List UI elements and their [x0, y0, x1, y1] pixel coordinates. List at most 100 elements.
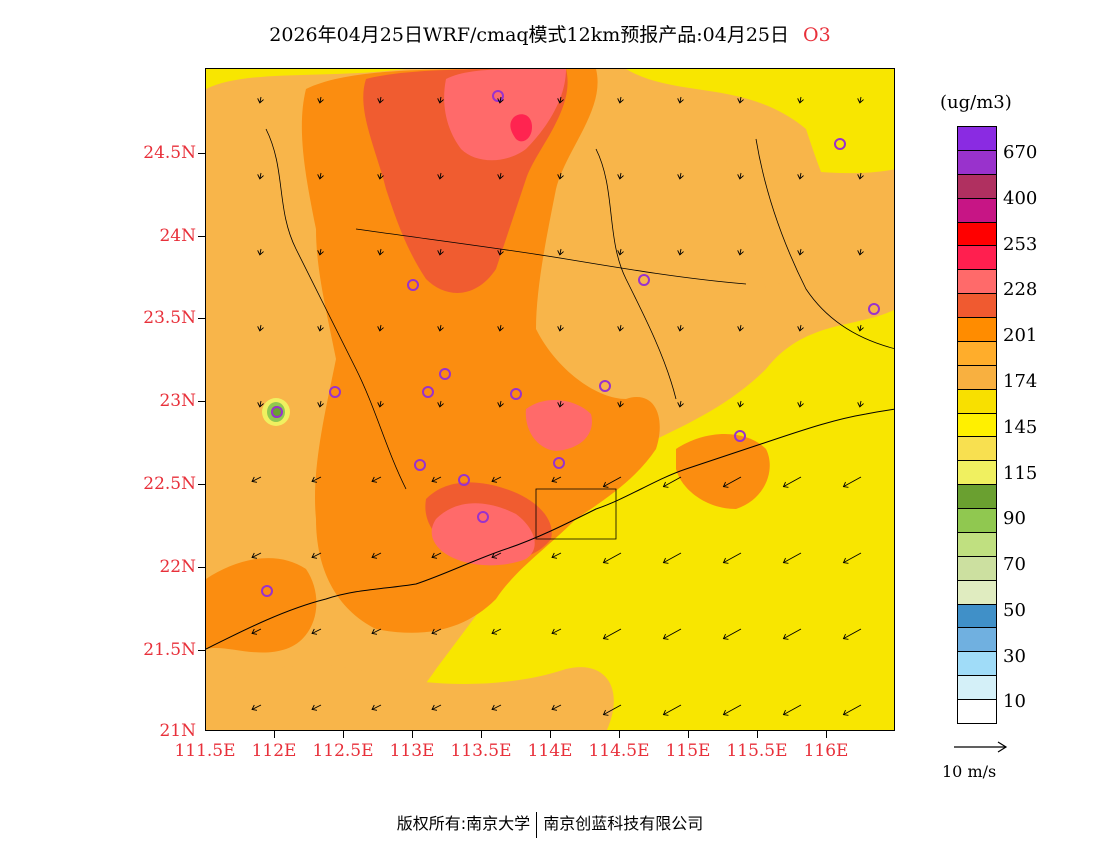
station-marker[interactable] [458, 474, 470, 486]
legend-label: 400 [1003, 188, 1038, 209]
legend-swatch [958, 628, 996, 653]
wind-arrow-head [857, 250, 864, 256]
legend-swatch [958, 461, 996, 486]
legend-swatch [958, 318, 996, 342]
boundary-central [595, 148, 677, 400]
wind-arrow-head [602, 557, 609, 564]
wind-arrow [739, 400, 742, 407]
wind-arrow [259, 96, 262, 103]
wind-arrow-head [797, 174, 804, 180]
station-marker[interactable] [868, 303, 880, 315]
lon-tick [412, 731, 413, 738]
wind-arrow [439, 400, 442, 407]
wind-arrow-head [797, 326, 804, 332]
station-marker[interactable] [407, 279, 419, 291]
wind-arrow [551, 552, 562, 558]
wind-arrow [603, 552, 622, 564]
legend-label: 70 [1003, 554, 1026, 575]
wind-arrow [371, 628, 382, 634]
hotspot-north [510, 114, 532, 142]
wind-arrow-head [431, 628, 438, 635]
lon-label-116: 116E [803, 741, 849, 761]
wind-arrow-head [857, 174, 864, 180]
wind-arrow-head [557, 402, 564, 408]
station-marker[interactable] [477, 511, 489, 523]
legend-swatch [958, 604, 996, 629]
wind-arrow [259, 324, 262, 331]
wind-arrow [251, 552, 262, 558]
station-marker[interactable] [492, 90, 504, 102]
station-marker[interactable] [414, 459, 426, 471]
contour-174-south [206, 665, 614, 730]
wind-arrow [551, 704, 562, 710]
wind-arrow [619, 400, 622, 407]
wind-arrow-head [311, 704, 318, 711]
contour-201 [301, 69, 660, 633]
station-marker[interactable] [734, 430, 746, 442]
wind-arrow-head [257, 326, 264, 332]
wind-arrow-head [251, 552, 258, 559]
wind-arrow [499, 400, 502, 407]
wind-arrow [499, 96, 502, 103]
station-marker[interactable] [271, 406, 283, 418]
lat-tick [198, 567, 205, 568]
station-marker[interactable] [599, 380, 611, 392]
wind-arrow [843, 476, 862, 488]
lon-label-113-5: 113.5E [450, 741, 512, 761]
wind-arrow [559, 248, 562, 255]
wind-arrow [679, 324, 682, 331]
wind-arrow-head [551, 628, 558, 635]
station-marker[interactable] [261, 585, 273, 597]
wind-arrow-head [677, 98, 684, 104]
wind-arrow-head [662, 709, 669, 716]
wind-arrow [311, 628, 322, 634]
wind-arrow [491, 628, 502, 634]
coastline [206, 408, 894, 650]
legend-swatch [958, 150, 996, 175]
station-marker[interactable] [422, 386, 434, 398]
legend-swatch [958, 485, 996, 509]
wind-arrow [371, 476, 382, 482]
wind-arrow-head [797, 250, 804, 256]
wind-arrow [739, 96, 742, 103]
station-marker[interactable] [329, 386, 341, 398]
station-marker[interactable] [638, 274, 650, 286]
boundary-west [265, 128, 407, 490]
wind-arrow [319, 400, 322, 407]
wind-arrow [559, 324, 562, 331]
wind-arrow [603, 628, 622, 640]
wind-arrow [379, 400, 382, 407]
map-title: 2026年04月25日WRF/cmaq模式12km预报产品:04月25日 O3 [0, 20, 1100, 52]
wind-arrow [551, 628, 562, 634]
station-marker[interactable] [510, 388, 522, 400]
wind-arrow-head [602, 633, 609, 640]
legend-swatch [958, 222, 996, 247]
wind-arrow-head [722, 557, 729, 564]
wind-arrow-head [377, 326, 384, 332]
wind-arrow [439, 172, 442, 179]
boundary-east [755, 138, 894, 349]
wind-arrow [799, 400, 802, 407]
wind-arrow-head [557, 326, 564, 332]
wind-arrow-head [677, 326, 684, 332]
wind-arrow [603, 704, 622, 716]
wind-arrow [319, 96, 322, 103]
color-legend [957, 126, 997, 724]
wind-arrow-head [722, 709, 729, 716]
wind-arrow-head [557, 174, 564, 180]
station-marker[interactable] [439, 368, 451, 380]
lat-tick [198, 153, 205, 154]
wind-arrow-head [431, 704, 438, 711]
wind-arrow-head [677, 250, 684, 256]
wind-arrow-head [737, 326, 744, 332]
station-marker[interactable] [553, 457, 565, 469]
legend-swatch [958, 580, 996, 605]
wind-arrow [259, 248, 262, 255]
wind-arrow-head [497, 98, 504, 104]
wind-arrow-head [617, 250, 624, 256]
ozone-map[interactable] [205, 68, 895, 731]
wind-arrow-head [722, 633, 729, 640]
wind-arrow [431, 552, 442, 558]
lon-tick [619, 731, 620, 738]
station-marker[interactable] [834, 138, 846, 150]
